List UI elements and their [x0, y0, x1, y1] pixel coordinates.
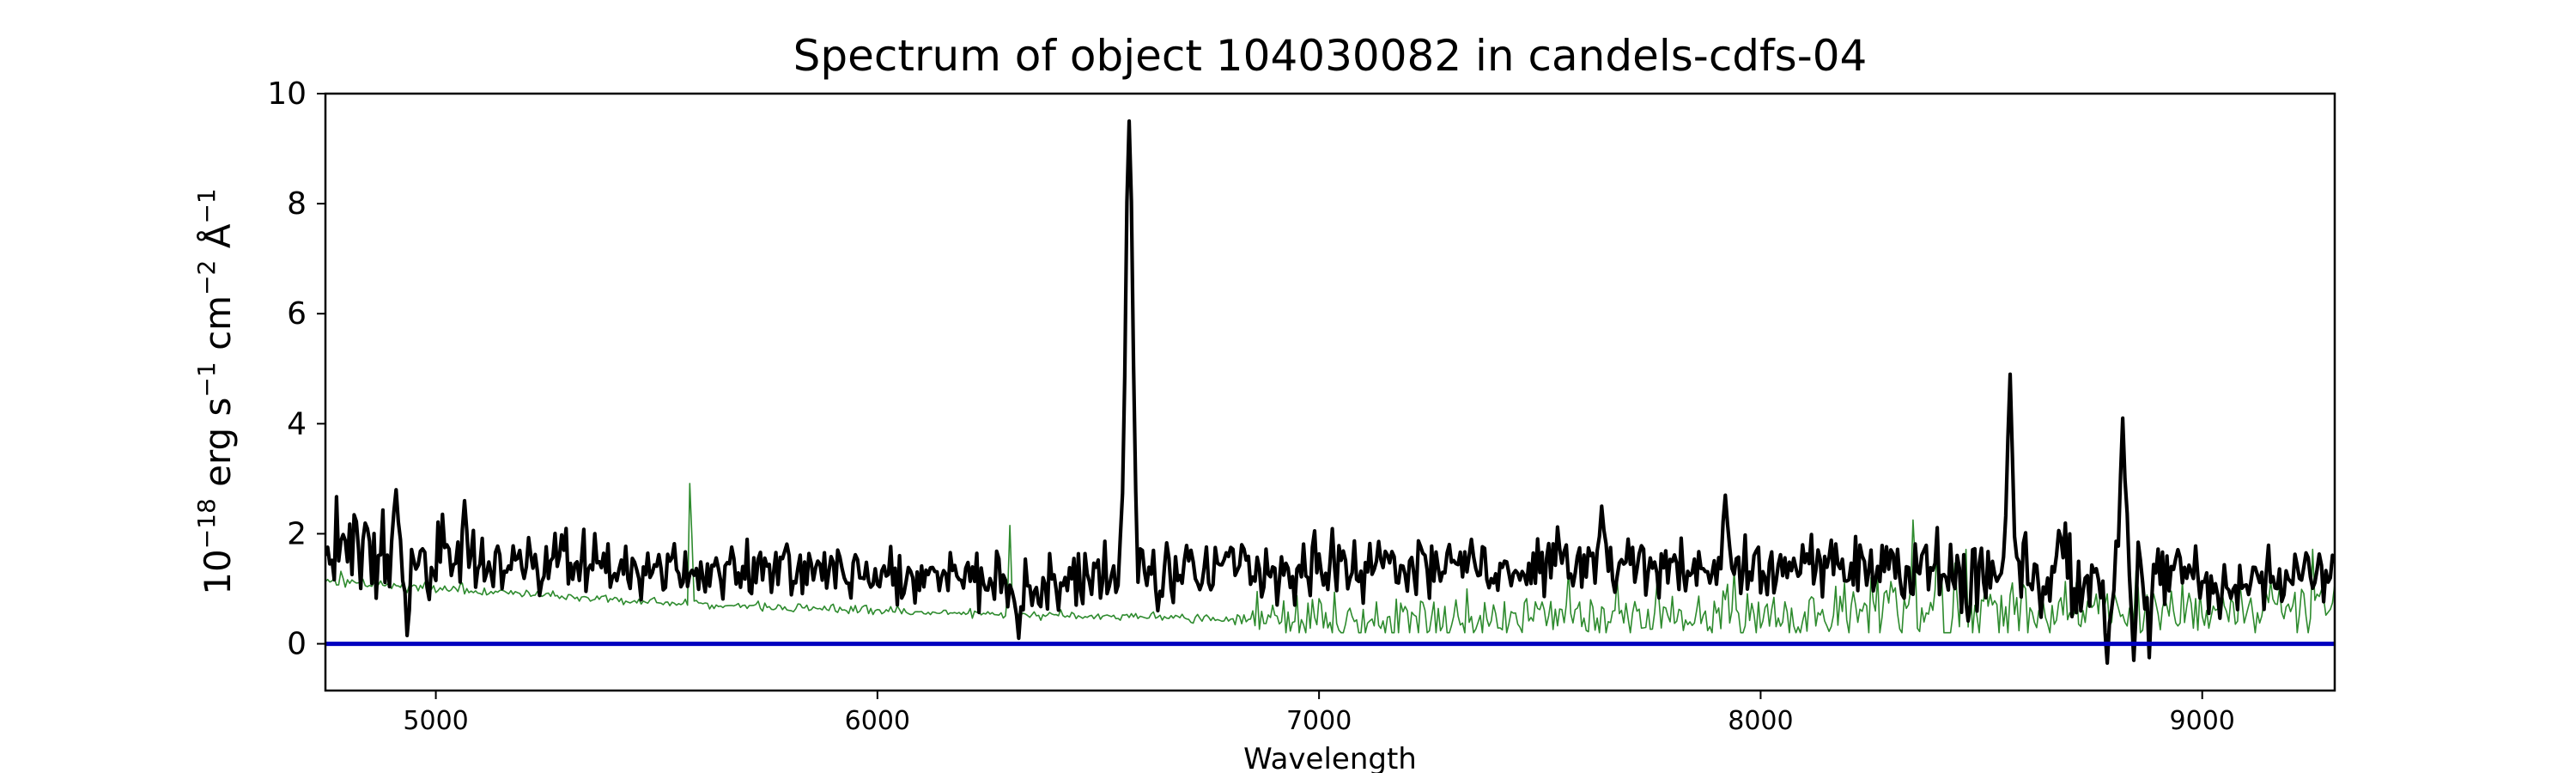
y-tick-label: 2	[287, 516, 307, 551]
flux-series-line	[325, 119, 2335, 666]
chart-title: Spectrum of object 104030082 in candels-…	[793, 31, 1868, 81]
error-series-line	[325, 483, 2335, 634]
y-label-exp2: −2	[192, 260, 221, 295]
y-axis-ticks: 0 2 4 6 8 10	[267, 76, 325, 662]
y-tick-label: 4	[287, 406, 307, 441]
y-tick-label: 8	[287, 186, 307, 222]
x-tick-label: 8000	[1728, 706, 1793, 736]
y-tick-label: 0	[287, 627, 307, 662]
y-tick-label: 6	[287, 296, 307, 332]
y-label-exp3: −1	[192, 188, 221, 223]
x-tick-label: 6000	[845, 706, 910, 736]
x-tick-label: 7000	[1286, 706, 1352, 736]
y-label-unit3: Å	[196, 223, 239, 259]
x-axis-ticks: 5000 6000 7000 8000 9000	[403, 691, 2235, 736]
x-axis-label: Wavelength	[1243, 742, 1417, 773]
y-label-base: 10	[197, 549, 239, 594]
plot-frame	[324, 92, 2336, 692]
y-label-exp: −18	[192, 498, 221, 549]
x-tick-label: 5000	[403, 706, 468, 736]
y-label-unit1: erg s	[197, 398, 239, 499]
series-layer	[325, 119, 2335, 666]
y-label-unit2: cm	[197, 295, 239, 362]
y-axis-label: 10−18 erg s−1 cm−2 Å−1	[192, 188, 239, 594]
y-label-exp1: −1	[192, 362, 221, 397]
y-tick-label: 10	[267, 76, 307, 112]
x-tick-label: 9000	[2170, 706, 2235, 736]
